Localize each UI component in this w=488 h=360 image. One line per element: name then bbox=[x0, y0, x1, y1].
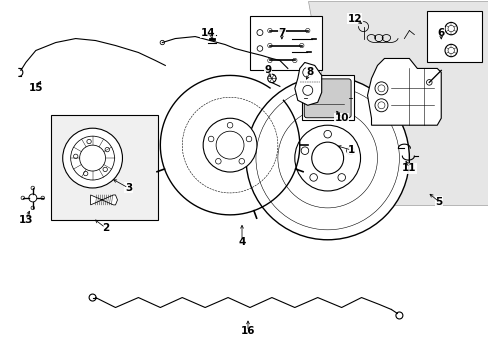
Circle shape bbox=[71, 136, 114, 180]
Circle shape bbox=[31, 186, 35, 190]
Text: 8: 8 bbox=[305, 67, 313, 77]
Text: 14: 14 bbox=[201, 28, 215, 37]
Text: 6: 6 bbox=[437, 28, 444, 37]
Text: 9: 9 bbox=[264, 66, 271, 76]
Circle shape bbox=[80, 145, 105, 171]
Text: 5: 5 bbox=[435, 197, 442, 207]
Circle shape bbox=[216, 131, 244, 159]
Circle shape bbox=[346, 147, 353, 154]
Text: 11: 11 bbox=[401, 163, 416, 173]
Bar bbox=[51, 115, 158, 220]
Polygon shape bbox=[367, 58, 440, 125]
Bar bbox=[427, 11, 481, 62]
Text: 12: 12 bbox=[346, 14, 361, 24]
FancyBboxPatch shape bbox=[304, 79, 350, 118]
Circle shape bbox=[337, 174, 345, 181]
Circle shape bbox=[103, 167, 107, 172]
Circle shape bbox=[323, 130, 331, 138]
Circle shape bbox=[215, 158, 221, 164]
Text: 16: 16 bbox=[240, 327, 255, 336]
Circle shape bbox=[105, 148, 109, 152]
Circle shape bbox=[246, 136, 251, 142]
Circle shape bbox=[239, 158, 244, 164]
Text: 1: 1 bbox=[347, 145, 354, 155]
Circle shape bbox=[309, 174, 317, 181]
Text: 7: 7 bbox=[278, 28, 285, 37]
Circle shape bbox=[31, 206, 35, 210]
Bar bbox=[301, 75, 353, 120]
Circle shape bbox=[227, 122, 232, 128]
Circle shape bbox=[203, 118, 256, 172]
Text: 4: 4 bbox=[238, 237, 245, 247]
Circle shape bbox=[374, 99, 387, 112]
Text: 10: 10 bbox=[334, 113, 348, 123]
Circle shape bbox=[311, 142, 343, 174]
Text: 13: 13 bbox=[19, 215, 33, 225]
Text: 3: 3 bbox=[124, 183, 132, 193]
Polygon shape bbox=[294, 62, 321, 105]
Circle shape bbox=[21, 196, 24, 200]
Circle shape bbox=[301, 147, 308, 154]
Circle shape bbox=[87, 139, 91, 144]
Circle shape bbox=[83, 171, 88, 176]
Circle shape bbox=[73, 154, 78, 158]
Circle shape bbox=[41, 196, 44, 200]
Circle shape bbox=[208, 136, 213, 142]
Polygon shape bbox=[307, 1, 487, 205]
Text: 15: 15 bbox=[28, 84, 43, 93]
Circle shape bbox=[374, 82, 387, 95]
Circle shape bbox=[294, 125, 360, 191]
Circle shape bbox=[245, 76, 408, 240]
Polygon shape bbox=[90, 195, 117, 205]
Bar bbox=[249, 15, 321, 71]
Circle shape bbox=[62, 128, 122, 188]
Text: 2: 2 bbox=[102, 223, 109, 233]
